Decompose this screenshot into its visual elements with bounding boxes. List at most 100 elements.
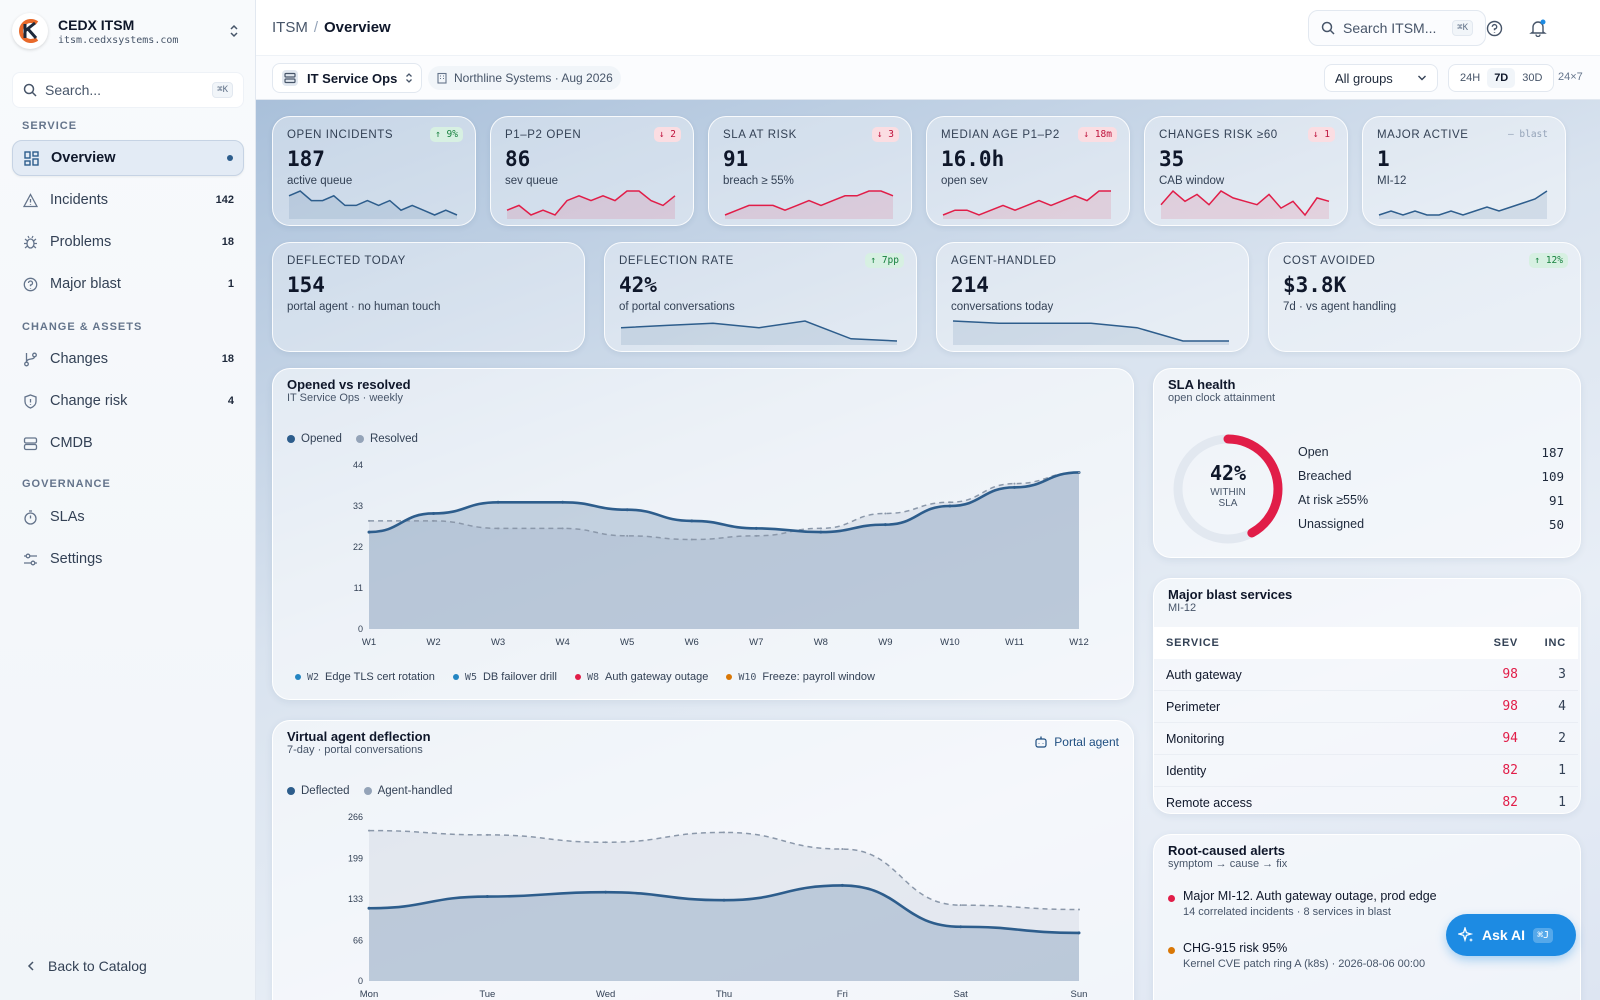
- data-point[interactable]: [368, 829, 370, 832]
- data-point[interactable]: [690, 538, 693, 541]
- sidebar-item-slas[interactable]: SLAs: [12, 499, 244, 535]
- table-row[interactable]: Auth gateway 98 3: [1154, 659, 1578, 691]
- data-point[interactable]: [625, 508, 629, 512]
- data-point[interactable]: [754, 526, 758, 530]
- section-governance: GOVERNANCE: [22, 478, 111, 490]
- data-point[interactable]: [959, 925, 963, 929]
- data-point[interactable]: [841, 848, 844, 851]
- data-point[interactable]: [948, 501, 951, 504]
- data-point[interactable]: [367, 530, 371, 534]
- portal-agent-link[interactable]: Portal agent: [1034, 735, 1119, 749]
- kpi-cost-avoided[interactable]: COST AVOIDED $3.8K 7d · vs agent handlin…: [1268, 242, 1581, 352]
- global-search-input[interactable]: Search ITSM...: [1343, 20, 1437, 36]
- table-row[interactable]: Remote access 82 1: [1154, 787, 1578, 813]
- sparkline-area: [621, 321, 897, 345]
- severity-dot: [1168, 947, 1175, 954]
- annotation-text: Auth gateway outage: [604, 671, 709, 683]
- data-point[interactable]: [1078, 908, 1080, 911]
- data-point[interactable]: [948, 504, 952, 508]
- sidebar-item-change-risk[interactable]: Change risk 4: [12, 383, 244, 419]
- table-row[interactable]: Monitoring 94 2: [1154, 723, 1578, 755]
- data-point[interactable]: [819, 527, 822, 530]
- workspace-switcher[interactable]: CEDX ITSM itsm.cedxsystems.com: [12, 10, 244, 52]
- kpi-median-age[interactable]: MEDIAN AGE P1–P2 16.0h open sev ↓ 18m: [926, 116, 1130, 226]
- data-point[interactable]: [1012, 485, 1016, 489]
- kpi-open-incidents[interactable]: OPEN INCIDENTS 187 active queue ↑ 9%: [272, 116, 476, 226]
- group-select[interactable]: All groups: [1324, 64, 1438, 92]
- sidebar-item-major-blast[interactable]: Major blast 1: [12, 266, 244, 302]
- range-30d[interactable]: 30D: [1522, 72, 1543, 84]
- ask-ai-label: Ask AI: [1482, 927, 1526, 943]
- annotation-item[interactable]: W8 Auth gateway outage: [573, 669, 710, 685]
- back-to-catalog-link[interactable]: Back to Catalog: [24, 958, 147, 974]
- data-point[interactable]: [722, 898, 726, 902]
- chevron-updown-icon[interactable]: [224, 21, 244, 41]
- data-point[interactable]: [1078, 471, 1080, 474]
- data-point[interactable]: [1013, 482, 1016, 485]
- table-row[interactable]: Identity 82 1: [1154, 755, 1578, 787]
- brand-name: CEDX ITSM: [58, 16, 135, 33]
- annotation-item[interactable]: W10 Freeze: payroll window: [724, 669, 877, 685]
- data-point[interactable]: [959, 904, 962, 907]
- data-point[interactable]: [486, 833, 489, 836]
- kpi-subtitle: CAB window: [1159, 175, 1225, 187]
- data-point[interactable]: [723, 831, 725, 834]
- data-point[interactable]: [497, 527, 500, 530]
- data-point[interactable]: [561, 527, 564, 530]
- page-title: Overview: [324, 19, 391, 36]
- data-point[interactable]: [819, 530, 823, 534]
- range-24h[interactable]: 24H: [1460, 72, 1481, 84]
- data-point[interactable]: [604, 841, 607, 844]
- data-point[interactable]: [432, 519, 435, 522]
- kpi-agent-handled[interactable]: AGENT-HANDLED 214 conversations today: [936, 242, 1249, 352]
- sidebar-item-problems[interactable]: Problems 18: [12, 224, 244, 260]
- sidebar-item-label: Overview: [51, 150, 116, 166]
- team-selector[interactable]: IT Service Ops: [272, 63, 423, 93]
- data-point[interactable]: [690, 519, 694, 523]
- annotation-item[interactable]: W2 Edge TLS cert rotation: [293, 669, 437, 685]
- bell-icon[interactable]: [1528, 18, 1548, 38]
- annotation-item[interactable]: W5 DB failover drill: [451, 669, 559, 685]
- y-tick-label: 11: [354, 583, 363, 593]
- range-7d[interactable]: 7D: [1487, 68, 1516, 88]
- annotation-week: W5: [464, 671, 477, 683]
- data-point[interactable]: [432, 511, 436, 515]
- sidebar-item-changes[interactable]: Changes 18: [12, 341, 244, 377]
- sidebar-search-input[interactable]: Search...: [45, 82, 102, 98]
- ask-ai-button[interactable]: Ask AI ⌘J: [1446, 914, 1576, 956]
- sidebar-item-incidents[interactable]: Incidents 142: [12, 182, 244, 218]
- breadcrumb-root[interactable]: ITSM: [272, 19, 308, 36]
- kpi-major-active[interactable]: MAJOR ACTIVE 1 MI-12 — blast: [1362, 116, 1566, 226]
- data-point[interactable]: [883, 523, 887, 527]
- kpi-sla-at-risk[interactable]: SLA AT RISK 91 breach ≥ 55% ↓ 3: [708, 116, 912, 226]
- data-point[interactable]: [485, 895, 489, 899]
- sidebar-search[interactable]: Search... ⌘K: [12, 72, 244, 108]
- sla-row-label: Unassigned: [1298, 517, 1365, 531]
- data-point[interactable]: [755, 534, 758, 537]
- sla-row-label: Open: [1298, 445, 1329, 459]
- data-point[interactable]: [1077, 931, 1081, 935]
- kpi-deflection-rate[interactable]: DEFLECTION RATE 42% of portal conversati…: [604, 242, 917, 352]
- data-point[interactable]: [367, 906, 371, 910]
- table-row[interactable]: Perimeter 98 4: [1154, 691, 1578, 723]
- kpi-p1-p2-open[interactable]: P1–P2 OPEN 86 sev queue ↓ 2: [490, 116, 694, 226]
- data-point[interactable]: [840, 883, 844, 887]
- kpi-label: SLA AT RISK: [723, 129, 797, 141]
- data-point[interactable]: [884, 512, 887, 515]
- kpi-changes-risk[interactable]: CHANGES RISK ≥60 35 CAB window ↓ 1: [1144, 116, 1348, 226]
- sidebar-item-label: CMDB: [50, 435, 93, 451]
- data-point[interactable]: [496, 500, 500, 504]
- data-point[interactable]: [604, 890, 608, 894]
- data-point[interactable]: [561, 500, 565, 504]
- alert-item[interactable]: CHG-915 risk 95% Kernel CVE patch ring A …: [1168, 941, 1425, 970]
- help-icon[interactable]: [1484, 18, 1504, 38]
- sidebar-item-cmdb[interactable]: CMDB: [12, 425, 244, 461]
- data-point[interactable]: [626, 534, 629, 537]
- data-point[interactable]: [368, 519, 370, 522]
- table-header: SERVICE SEV INC: [1154, 627, 1578, 659]
- sidebar-item-settings[interactable]: Settings: [12, 541, 244, 577]
- alert-item[interactable]: Major MI-12. Auth gateway outage, prod e…: [1168, 889, 1437, 918]
- sidebar-item-overview[interactable]: Overview: [12, 140, 244, 176]
- global-search[interactable]: Search ITSM... ⌘K: [1308, 10, 1486, 46]
- kpi-deflected-today[interactable]: DEFLECTED TODAY 154 portal agent · no hu…: [272, 242, 585, 352]
